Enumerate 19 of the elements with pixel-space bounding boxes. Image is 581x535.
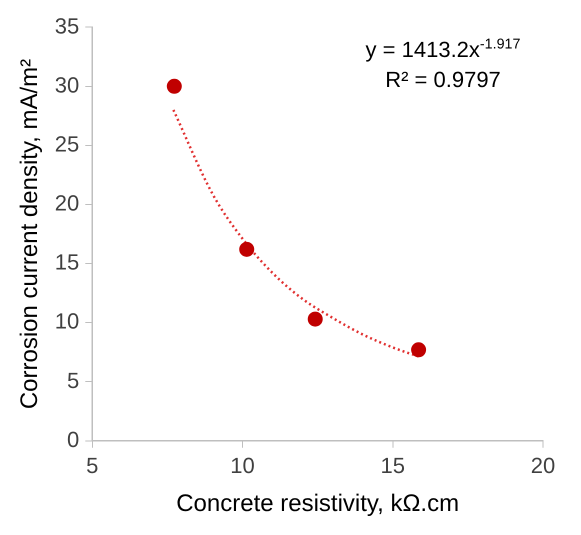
x-tick-label: 10 — [230, 453, 255, 478]
x-axis-title: Concrete resistivity, kΩ.cm — [176, 490, 460, 518]
point — [166, 78, 182, 94]
y-tick-label: 5 — [67, 368, 80, 393]
y-tick-label: 25 — [54, 131, 80, 156]
point — [411, 342, 426, 358]
y-axis-title: Corrosion current density, mA/m² — [16, 58, 44, 410]
point — [308, 312, 323, 327]
y-tick-label: 35 — [54, 13, 80, 38]
y-tick-label: 30 — [54, 72, 80, 98]
x-tick-label: 15 — [380, 453, 405, 478]
y-tick-label: 0 — [67, 426, 80, 452]
x-tick-label: 20 — [530, 453, 556, 478]
annotation: R² = 0.9797 — [385, 67, 501, 92]
point — [239, 242, 254, 257]
y-tick-label: 20 — [54, 190, 80, 216]
y-tick-label: 10 — [54, 308, 80, 334]
x-tick-label: 5 — [86, 453, 98, 478]
y-tick-label: 15 — [54, 250, 80, 275]
